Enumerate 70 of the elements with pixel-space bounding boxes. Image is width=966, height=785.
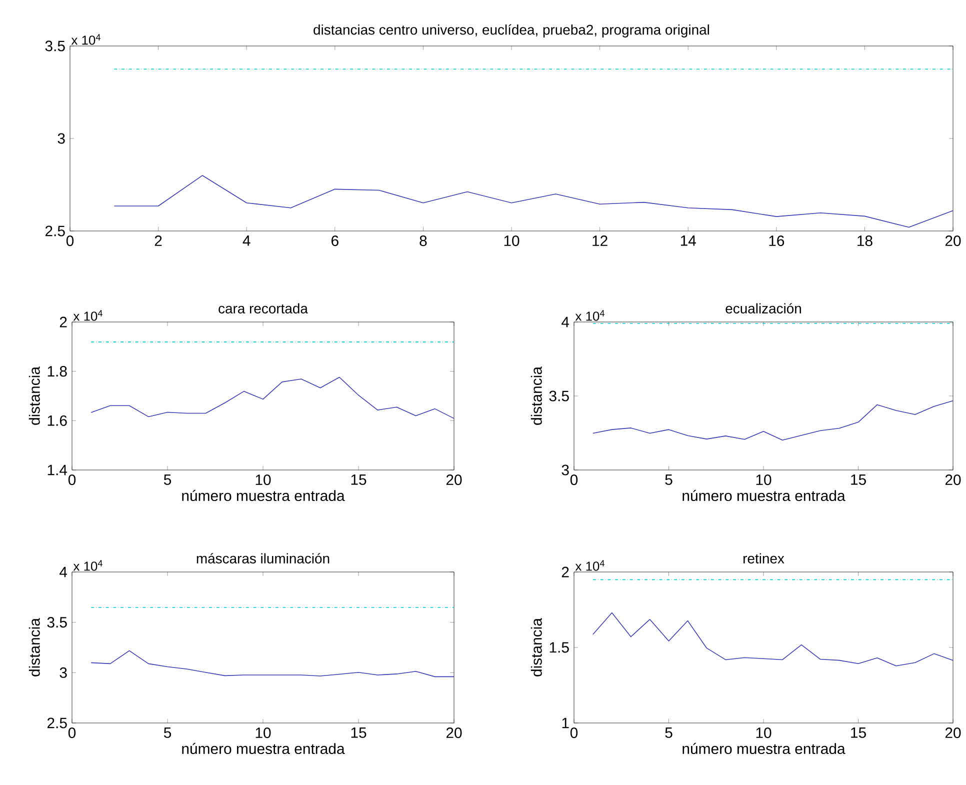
y-tick-label: 3.5 [47,617,67,628]
x-tick-label: 16 [769,235,784,246]
chart-title: distancias centro universo, euclídea, prueba2, programa original [314,24,709,38]
x-tick-label: 12 [592,235,608,246]
y-tick-label: 3.5 [45,40,65,52]
x-axis-title: número muestra entrada [682,742,846,754]
chart-title: cara recortada [218,303,308,314]
x-tick-label: 0 [66,235,74,246]
y-tick-label: 1.6 [48,415,67,426]
y-tick-label: 2 [562,566,569,578]
line-series [592,612,954,666]
text: x 10$^{4}$ [73,560,102,571]
x-tick-label: 0 [570,474,578,486]
x-tick-label: 5 [665,728,672,738]
text: x 10$^{4}$ [575,310,604,321]
y-tick-label: 1.8 [48,366,67,377]
x-tick-label: 20 [446,728,462,738]
x-tick-label: 14 [680,235,696,246]
y-tick-label: 3 [58,133,65,144]
x-tick-label: 4 [242,235,250,246]
x-tick-label: 6 [332,235,338,246]
x-tick-label: 20 [945,235,961,246]
y-tick-label: 3 [60,667,67,678]
x-tick-label: 5 [164,474,172,485]
text: x 10$^{4}$ [575,560,604,571]
x-tick-label: 15 [351,474,366,485]
x-tick-label: 20 [945,474,961,486]
y-tick-label: 4 [60,566,68,578]
x-tick-label: 5 [164,728,172,738]
chart-title: ecualización [726,303,801,314]
x-tick-label: 15 [351,728,366,738]
text: x 10$^{4}$ [71,34,100,45]
line-series [90,376,454,419]
x-axis-title: número muestra entrada [182,742,345,754]
y-axis-title: distancia [530,618,542,676]
x-tick-label: 2 [154,235,162,246]
y-axis-title: distancia [28,366,40,425]
y-tick-label: 2.5 [45,226,65,236]
line-series [114,175,954,228]
x-tick-label: 20 [446,474,462,486]
x-tick-label: 15 [851,728,866,738]
y-axis-title: distancia [530,366,542,425]
x-tick-label: 10 [256,474,271,486]
chart-title: máscaras iluminación [196,553,330,564]
x-tick-label: 10 [756,728,772,738]
y-tick-label: 2 [60,316,67,328]
y-tick-label: 1.5 [550,642,569,653]
x-tick-label: 10 [756,474,772,486]
x-tick-label: 0 [570,728,578,738]
line-series [592,400,954,440]
y-tick-label: 1 [562,718,569,728]
y-tick-label: 4 [562,316,570,328]
x-tick-label: 8 [420,235,427,246]
x-tick-label: 10 [504,235,520,246]
x-tick-label: 0 [68,728,76,738]
x-tick-label: 20 [945,728,961,738]
x-tick-label: 0 [68,474,76,486]
x-tick-label: 10 [256,728,271,738]
x-tick-label: 5 [665,474,672,485]
y-tick-label: 3 [562,464,569,476]
y-tick-label: 3.5 [549,390,569,402]
y-axis-title: distancia [28,618,40,676]
x-tick-label: 15 [851,474,866,485]
chart-title: retinex [744,553,784,564]
x-axis-title: número muestra entrada [182,490,345,502]
y-tick-label: 1.4 [48,464,68,476]
y-tick-label: 2.5 [47,718,67,728]
text: x 10$^{4}$ [73,310,102,321]
x-axis-title: número muestra entrada [682,490,846,502]
x-tick-label: 18 [858,235,872,246]
